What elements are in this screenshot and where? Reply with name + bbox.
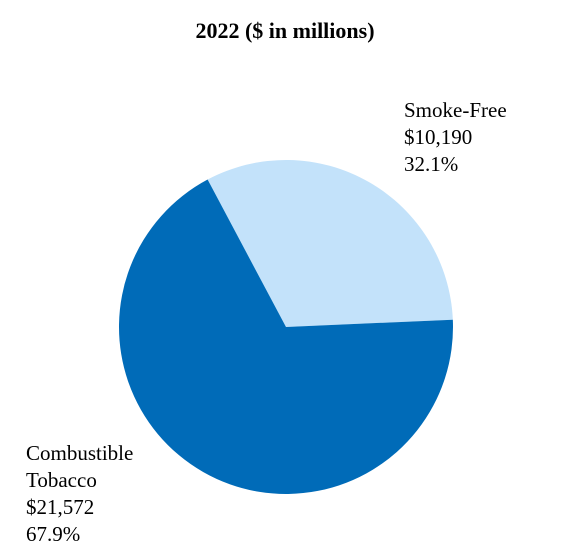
smoke-free-name: Smoke-Free — [404, 98, 507, 122]
pie-slice-combustible-tobacco — [118, 179, 453, 495]
combustible-tobacco-name-line2: Tobacco — [26, 468, 97, 492]
smoke-free-percent: 32.1% — [404, 152, 458, 176]
combustible-tobacco-percent: 67.9% — [26, 522, 80, 546]
combustible-tobacco-label: Combustible Tobacco $21,572 67.9% — [26, 441, 133, 546]
pie-slice-smoke-free — [207, 160, 453, 327]
pie-slices — [118, 160, 453, 495]
chart-title: 2022 ($ in millions) — [195, 18, 374, 43]
smoke-free-value: $10,190 — [404, 125, 472, 149]
smoke-free-label: Smoke-Free $10,190 32.1% — [404, 98, 507, 176]
combustible-tobacco-name-line1: Combustible — [26, 441, 133, 465]
combustible-tobacco-value: $21,572 — [26, 495, 94, 519]
